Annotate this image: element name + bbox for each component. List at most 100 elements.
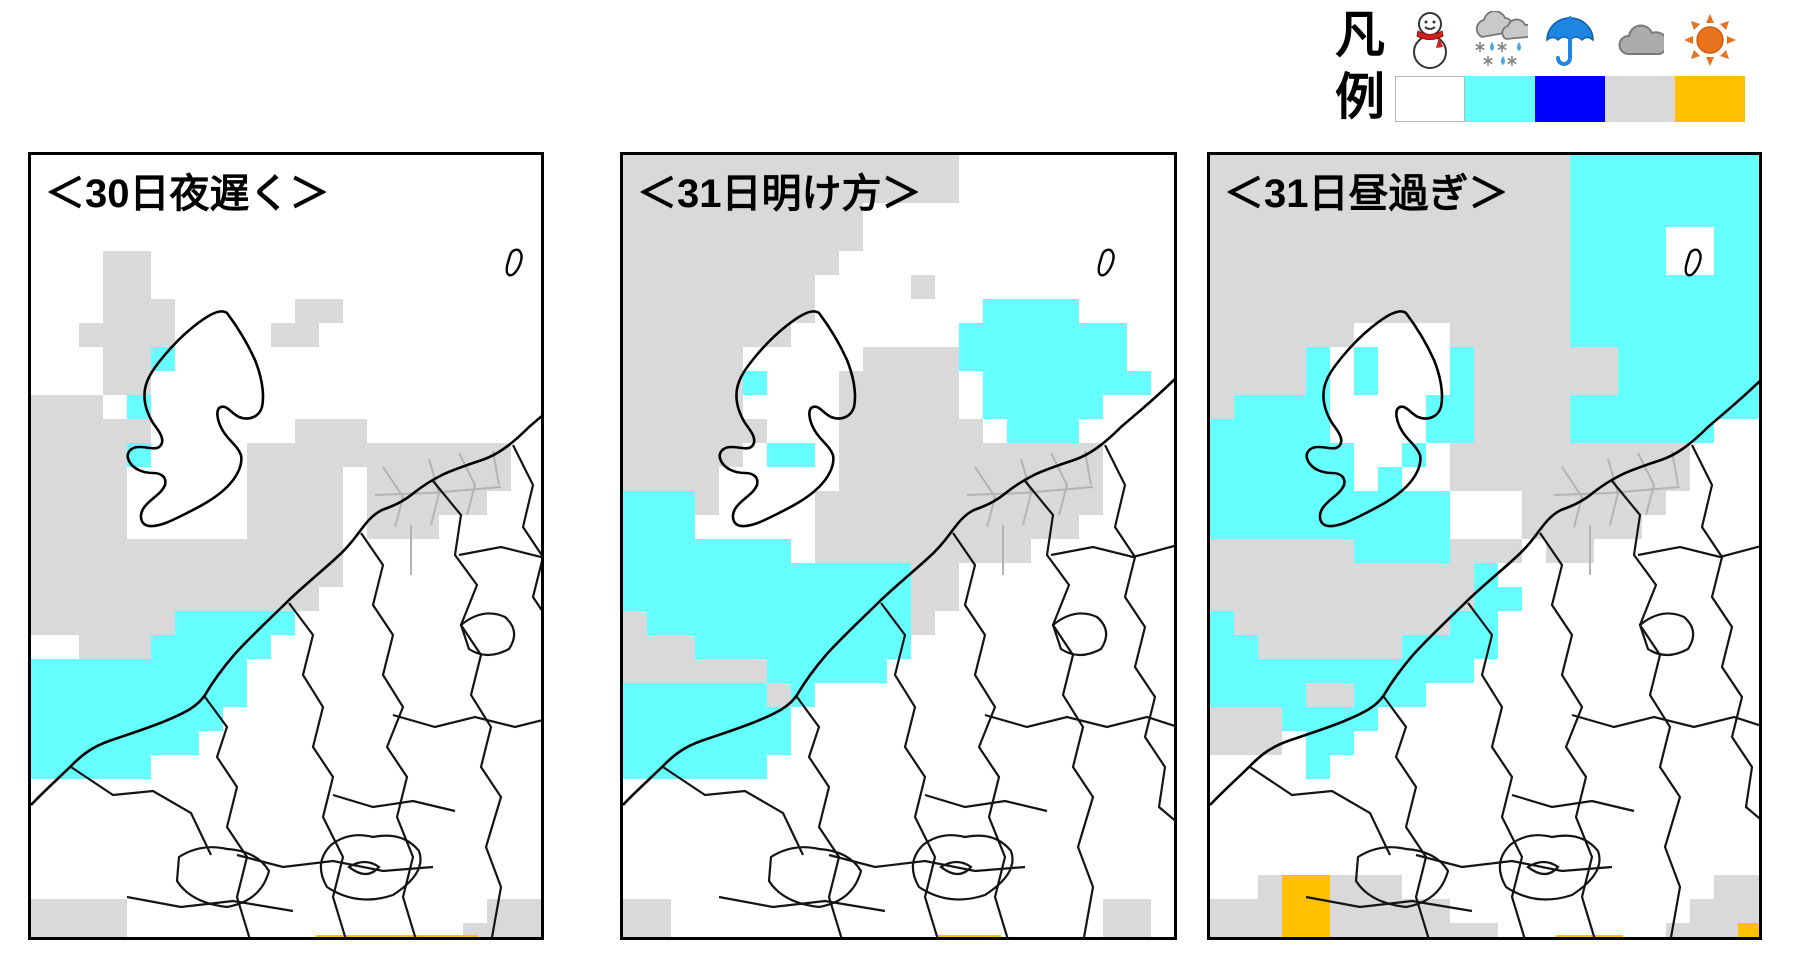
weather-cell: [719, 155, 743, 179]
weather-cell: [1234, 395, 1258, 419]
weather-cell: [1546, 443, 1570, 467]
weather-cell: [1330, 179, 1354, 203]
weather-cell: [1378, 251, 1402, 275]
weather-cell: [743, 251, 767, 275]
weather-cell: [671, 539, 695, 563]
weather-cell: [55, 899, 79, 923]
weather-cell: [623, 707, 647, 731]
weather-cell: [1618, 299, 1642, 323]
weather-cell: [1450, 323, 1474, 347]
weather-cell: [1306, 923, 1330, 937]
legend-label-top: 凡: [1335, 7, 1385, 63]
weather-cell: [695, 203, 719, 227]
weather-cell: [791, 563, 815, 587]
weather-cell: [1690, 371, 1714, 395]
weather-cell: [1522, 467, 1546, 491]
weather-cell: [79, 923, 103, 937]
weather-cell: [743, 563, 767, 587]
weather-cell: [1618, 323, 1642, 347]
weather-cell: [695, 275, 719, 299]
weather-cell: [1714, 899, 1738, 923]
weather-cell: [535, 899, 541, 923]
weather-cell: [935, 491, 959, 515]
weather-cell: [199, 659, 223, 683]
weather-cell: [127, 563, 151, 587]
weather-cell: [743, 299, 767, 323]
weather-cell: [767, 251, 791, 275]
weather-cell: [911, 539, 935, 563]
weather-cell: [1282, 923, 1306, 937]
weather-cell: [127, 419, 151, 443]
weather-cell: [719, 299, 743, 323]
weather-cell: [863, 347, 887, 371]
weather-cell: [1450, 467, 1474, 491]
weather-cell: [1031, 323, 1055, 347]
weather-cell: [151, 539, 175, 563]
weather-cell: [767, 155, 791, 179]
weather-cell: [623, 611, 647, 635]
weather-cell: [887, 515, 911, 539]
weather-cell: [1618, 347, 1642, 371]
weather-cell: [743, 227, 767, 251]
weather-cell: [1426, 491, 1450, 515]
weather-cell: [1450, 155, 1474, 179]
weather-cell: [623, 635, 647, 659]
weather-cell: [1330, 611, 1354, 635]
weather-cell: [1378, 155, 1402, 179]
weather-cell: [815, 515, 839, 539]
weather-cell: [671, 491, 695, 515]
weather-cell: [55, 611, 79, 635]
weather-cell: [1402, 251, 1426, 275]
weather-cell: [1258, 923, 1282, 937]
weather-cell: [671, 611, 695, 635]
weather-cell: [1474, 419, 1498, 443]
weather-cell: [839, 467, 863, 491]
weather-cell: [623, 563, 647, 587]
weather-cell: [647, 635, 671, 659]
weather-cell: [1714, 179, 1738, 203]
weather-cell: [1234, 419, 1258, 443]
legend: 凡 例: [1322, 2, 1762, 126]
weather-cell: [1330, 683, 1354, 707]
weather-cell: [1522, 155, 1546, 179]
weather-cell: [623, 371, 647, 395]
weather-cell: [1738, 203, 1759, 227]
weather-cell: [959, 443, 983, 467]
weather-cell: [1258, 155, 1282, 179]
weather-cell: [887, 419, 911, 443]
weather-cell: [647, 563, 671, 587]
weather-cell: [719, 179, 743, 203]
weather-cell: [1642, 179, 1666, 203]
weather-cell: [463, 923, 487, 937]
weather-cell: [1618, 371, 1642, 395]
map-title: ＜31日昼過ぎ＞: [1224, 172, 1509, 216]
weather-cell: [1007, 347, 1031, 371]
weather-cell: [791, 227, 815, 251]
weather-cell: [719, 323, 743, 347]
weather-cell: [839, 659, 863, 683]
weather-cell: [199, 563, 223, 587]
weather-cell: [1103, 923, 1127, 937]
weather-cell: [1258, 395, 1282, 419]
weather-cell: [1306, 875, 1330, 899]
weather-cell: [1306, 419, 1330, 443]
weather-cell: [935, 155, 959, 179]
weather-cell: [1402, 923, 1426, 937]
weather-cell: [103, 755, 127, 779]
weather-cell: [647, 227, 671, 251]
weather-cell: [671, 707, 695, 731]
weather-cell: [1330, 299, 1354, 323]
weather-cell: [1594, 227, 1618, 251]
weather-cell: [623, 227, 647, 251]
weather-cell: [1522, 395, 1546, 419]
weather-cell: [1210, 539, 1234, 563]
weather-cell: [55, 395, 79, 419]
weather-cell: [767, 539, 791, 563]
weather-cell: [175, 611, 199, 635]
weather-cell: [199, 587, 223, 611]
weather-cell: [79, 563, 103, 587]
weather-cell: [935, 443, 959, 467]
weather-cell: [1474, 467, 1498, 491]
weather-cell: [695, 611, 719, 635]
weather-cell: [79, 683, 103, 707]
